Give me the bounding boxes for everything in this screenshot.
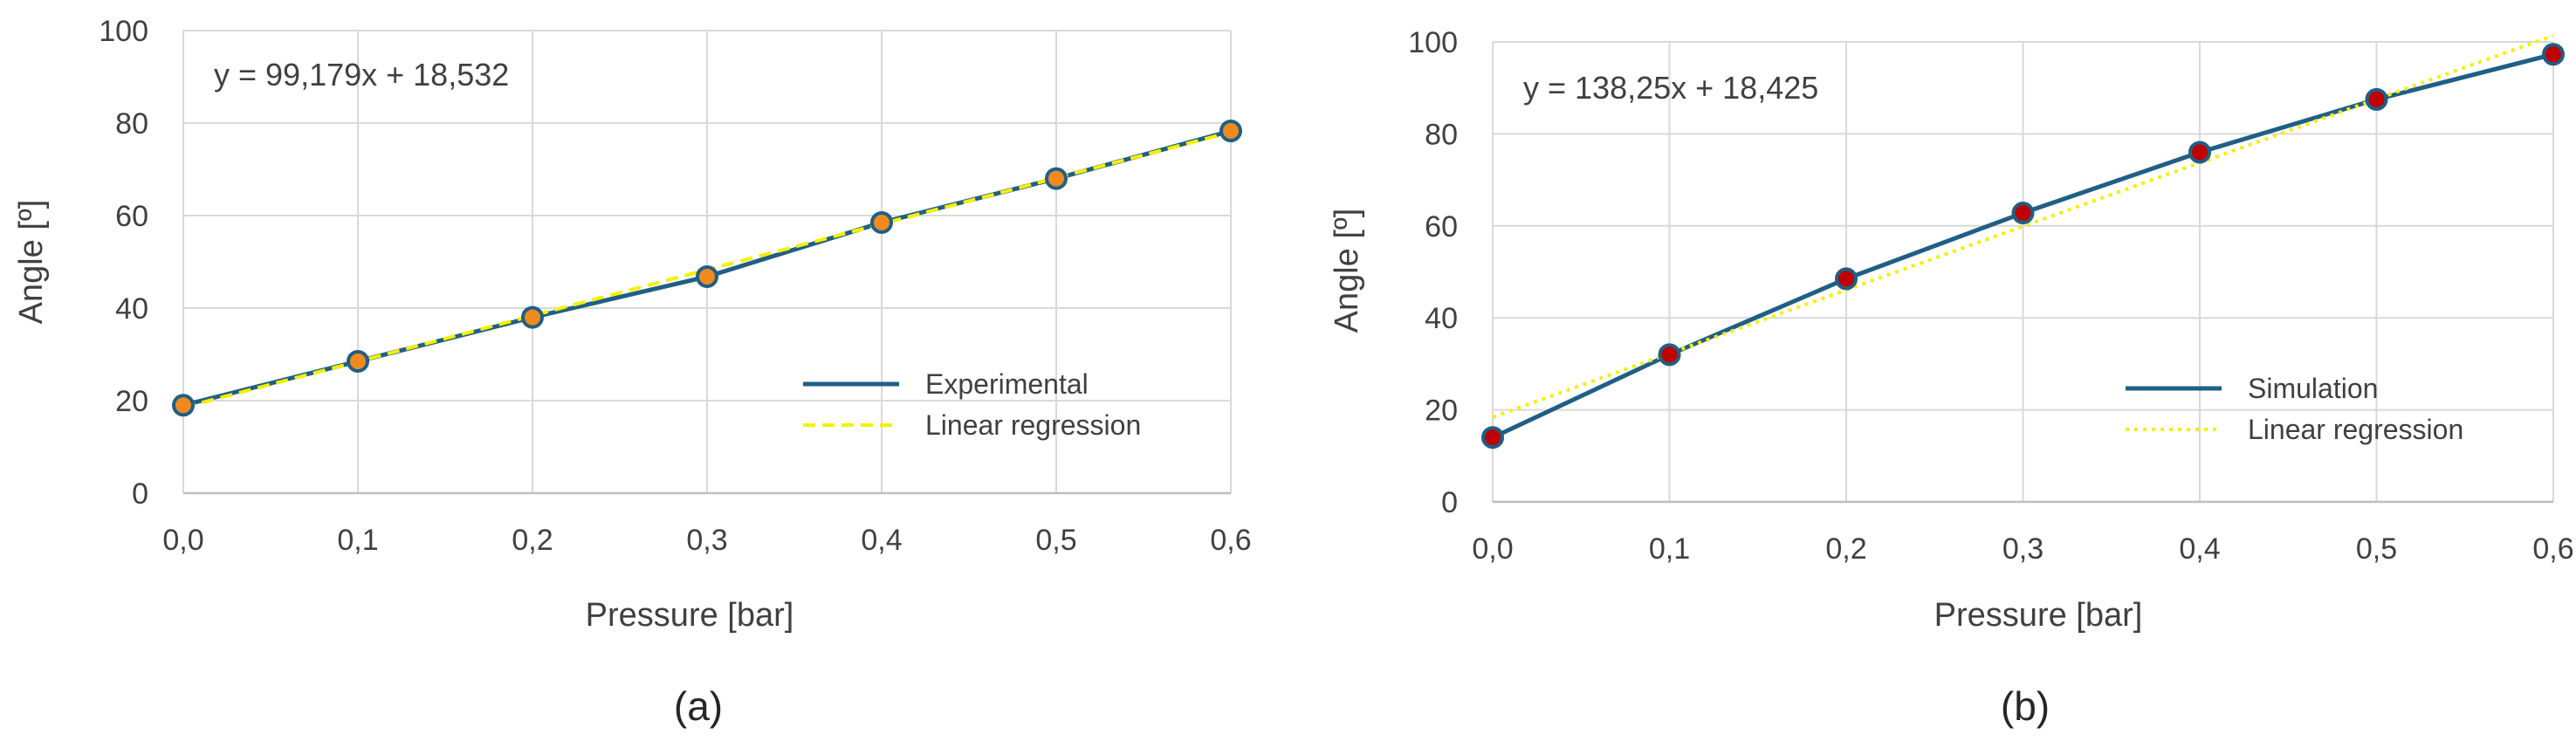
legend-label: Simulation xyxy=(2248,373,2378,404)
data-point xyxy=(347,349,369,373)
legend-label: Linear regression xyxy=(925,409,1141,441)
x-tick-label: 0,0 xyxy=(1472,532,1513,566)
data-point xyxy=(696,264,718,288)
legend-label: Experimental xyxy=(925,368,1089,400)
x-tick-label: 0,6 xyxy=(1210,524,1251,557)
data-point xyxy=(172,394,195,417)
y-axis-title: Angle [º] xyxy=(1329,209,1365,333)
y-tick-label: 40 xyxy=(1425,302,1458,335)
data-point xyxy=(1219,120,1242,143)
x-axis-title: Pressure [bar] xyxy=(1934,597,2143,634)
data-point xyxy=(521,305,544,329)
data-point xyxy=(1835,267,1858,291)
legend-label: Linear regression xyxy=(2248,414,2463,445)
regression-equation: y = 99,179x + 18,532 xyxy=(214,57,509,93)
data-point xyxy=(2542,43,2565,66)
y-tick-label: 0 xyxy=(132,477,148,511)
y-tick-label: 100 xyxy=(1408,26,1458,59)
y-tick-label: 60 xyxy=(1425,210,1458,244)
data-point xyxy=(2188,141,2211,164)
x-tick-label: 0,2 xyxy=(1825,532,1866,566)
x-tick-label: 0,3 xyxy=(2002,532,2044,566)
y-tick-label: 100 xyxy=(99,15,148,48)
x-tick-label: 0,0 xyxy=(162,524,203,557)
x-tick-label: 0,3 xyxy=(686,524,727,557)
x-tick-label: 0,2 xyxy=(512,524,553,557)
x-tick-label: 0,6 xyxy=(2532,532,2573,566)
y-axis-title: Angle [º] xyxy=(13,200,50,325)
data-point xyxy=(2365,87,2388,111)
y-tick-label: 0 xyxy=(1441,486,1458,519)
panel-label: (a) xyxy=(674,683,723,729)
x-tick-label: 0,4 xyxy=(861,524,902,557)
y-tick-label: 40 xyxy=(115,292,148,326)
y-tick-label: 80 xyxy=(115,107,148,141)
chart-panel-b: 0 20 40 60 80 100 0,0 0,1 0,2 0,3 0,4 0,5 0,6 Pressur… xyxy=(1329,26,2574,729)
data-point xyxy=(1045,167,1068,190)
y-tick-label: 20 xyxy=(115,385,148,418)
chart-panel-a: 0 20 40 60 80 100 0,0 0,1 0,2 0,3 0,4 0,5 0,6 Pressur… xyxy=(13,15,1252,729)
data-point xyxy=(1658,343,1681,367)
y-tick-label: 80 xyxy=(1425,118,1458,151)
data-point xyxy=(2011,202,2035,225)
x-tick-label: 0,5 xyxy=(2356,532,2397,566)
y-tick-label: 60 xyxy=(115,200,148,233)
panel-label: (b) xyxy=(2001,683,2050,729)
data-point xyxy=(870,210,893,234)
data-point xyxy=(1481,426,1504,449)
y-tick-label: 20 xyxy=(1425,395,1458,428)
x-axis-title: Pressure [bar] xyxy=(586,597,794,634)
x-tick-label: 0,1 xyxy=(337,524,378,557)
x-tick-label: 0,4 xyxy=(2179,532,2220,566)
regression-equation: y = 138,25x + 18,425 xyxy=(1523,70,1818,106)
x-tick-label: 0,5 xyxy=(1035,524,1076,557)
x-tick-label: 0,1 xyxy=(1649,532,1690,566)
